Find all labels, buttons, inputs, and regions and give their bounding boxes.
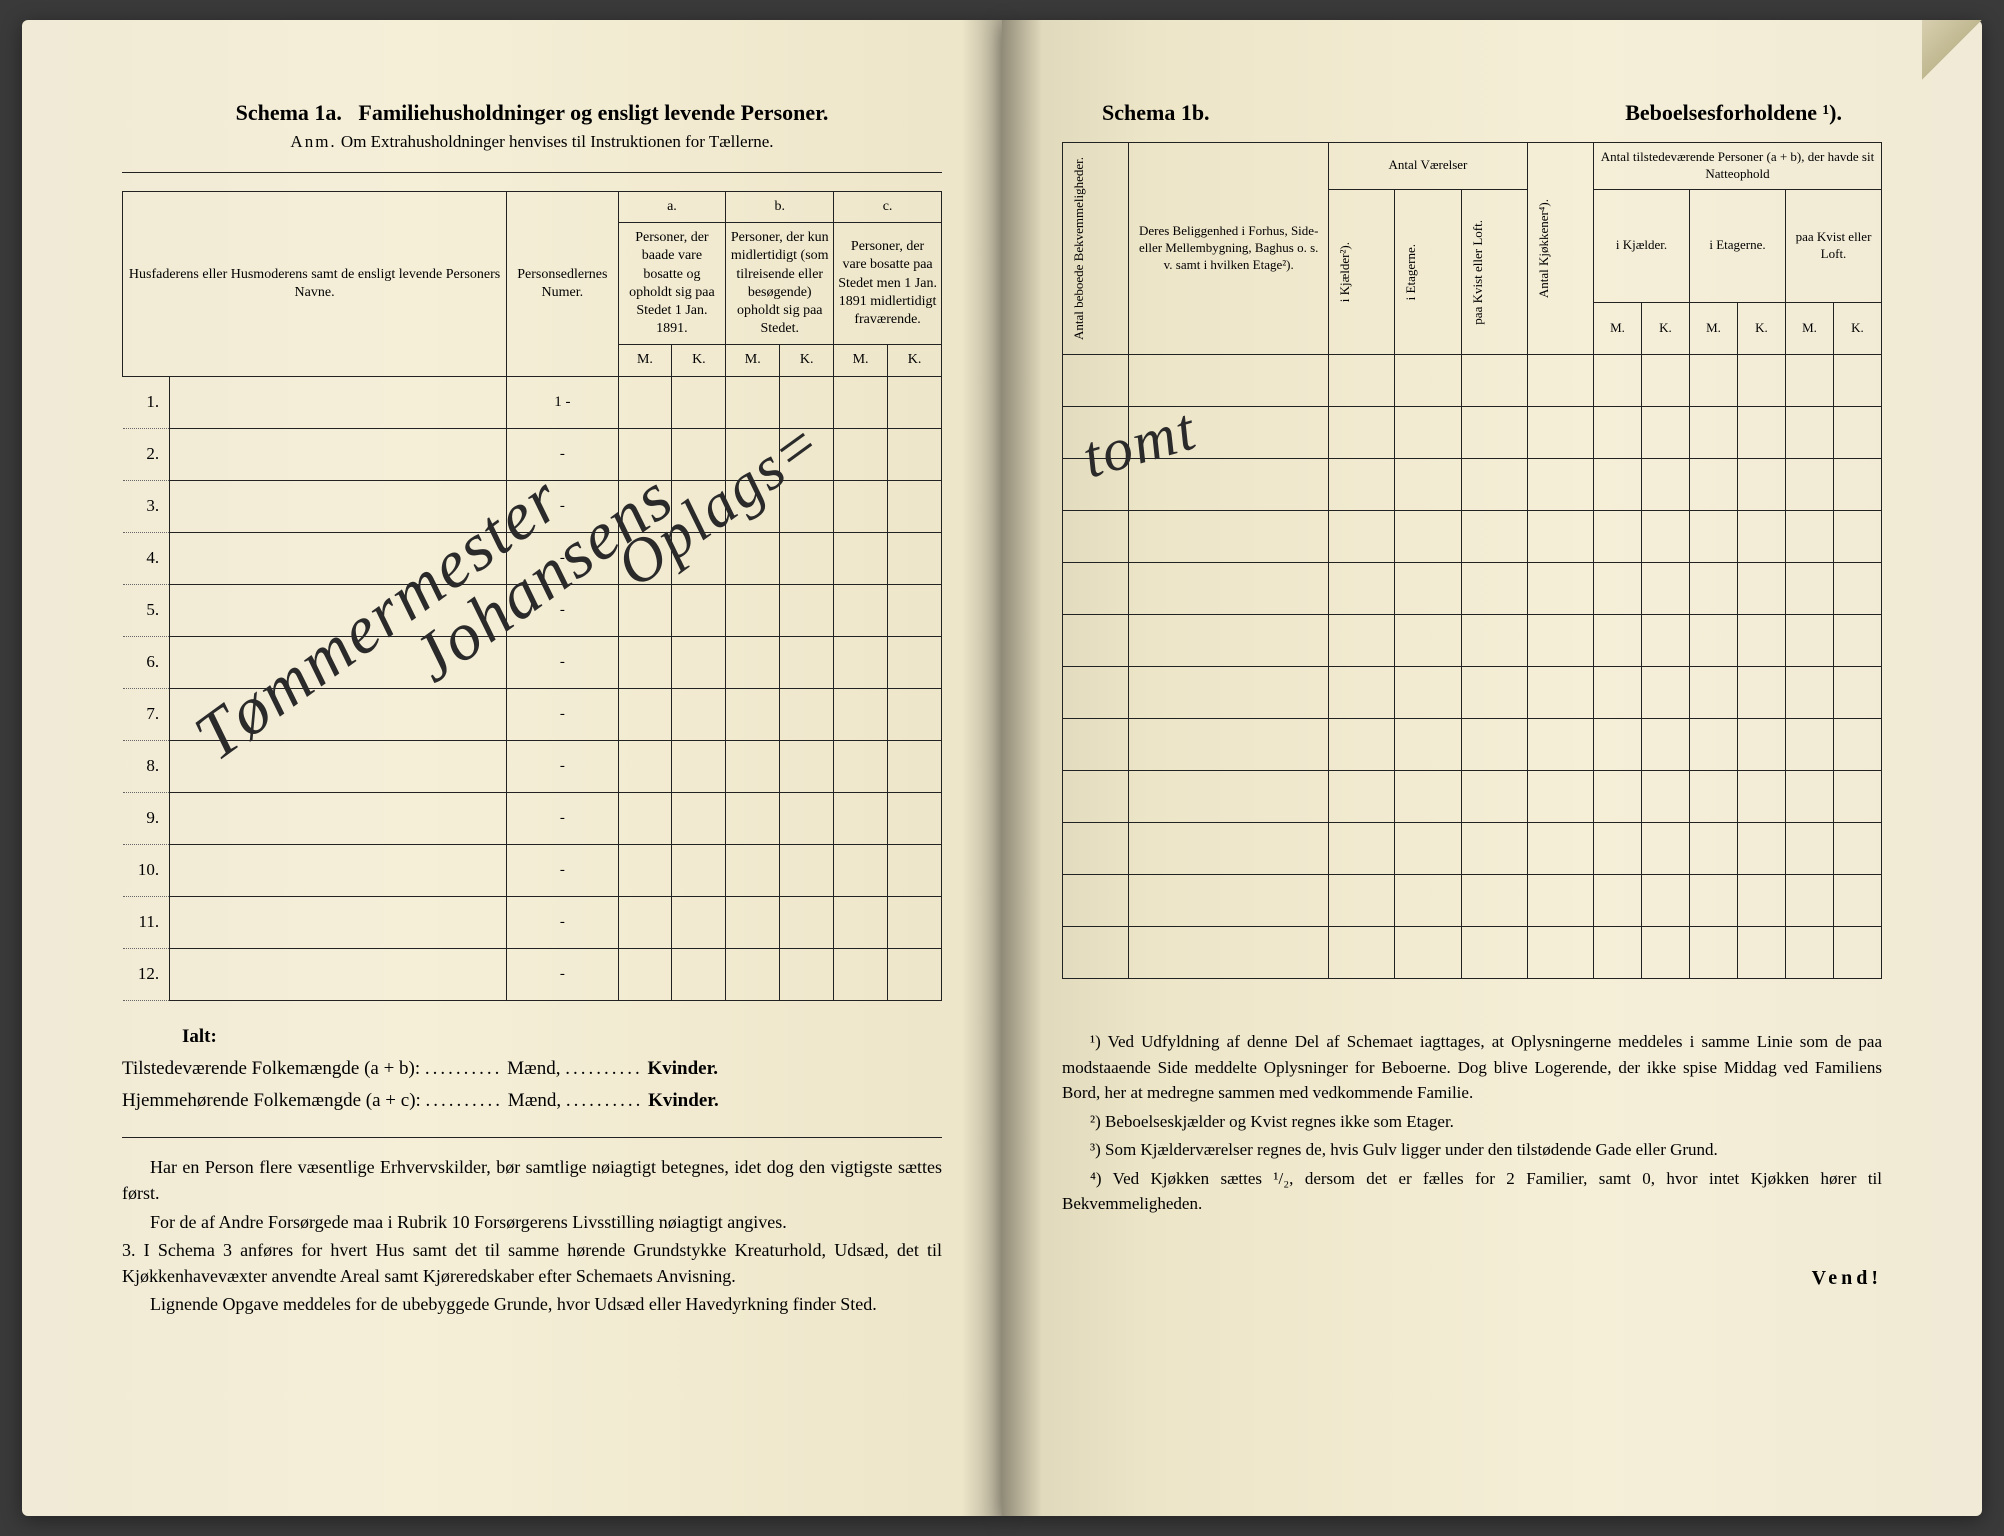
vend-label: Vend!	[1062, 1267, 1882, 1290]
instructions-block: Har en Person flere væsentlige Erhvervsk…	[122, 1154, 942, 1317]
header-bekvem: Antal beboede Bekvemmeligheder.	[1067, 149, 1092, 348]
footnote-4: ⁴) Ved Kjøkken sættes ¹/₂, dersom det er…	[1062, 1166, 1882, 1217]
header-group-a: a.	[618, 192, 726, 223]
schema-1a-subtitle: Anm. Om Extrahusholdninger henvises til …	[122, 132, 942, 152]
header-vaerelser: Antal Værelser	[1329, 143, 1528, 190]
table-row	[1063, 459, 1882, 511]
header-sedler: Personsedlernes Numer.	[507, 192, 618, 377]
table-row: 6.-	[123, 636, 942, 688]
header-group-b: b.	[726, 192, 834, 223]
table-row	[1063, 511, 1882, 563]
table-row	[1063, 615, 1882, 667]
table-row: 7.-	[123, 688, 942, 740]
table-row: 10.-	[123, 844, 942, 896]
instruction-p1: Har en Person flere væsentlige Erhvervsk…	[122, 1154, 942, 1206]
table-row	[1063, 563, 1882, 615]
header-names: Husfaderens eller Husmoderens samt de en…	[123, 192, 507, 377]
summary-line-1: Tilstedeværende Folkemængde (a + b): ...…	[122, 1053, 942, 1085]
table-row	[1063, 875, 1882, 927]
table-row: 8.-	[123, 740, 942, 792]
schema-1b-title: Schema 1b. Beboelsesforholdene ¹).	[1062, 100, 1882, 126]
header-a-text: Personer, der baade vare bosatte og opho…	[618, 223, 726, 345]
schema-1a-table: Husfaderens eller Husmoderens samt de en…	[122, 191, 942, 1001]
table-row: 3.-	[123, 480, 942, 532]
instruction-p3: 3. I Schema 3 anføres for hvert Hus samt…	[122, 1237, 942, 1289]
table-row: 12.-	[123, 948, 942, 1000]
footnote-1: ¹) Ved Udfyldning af denne Del af Schema…	[1062, 1029, 1882, 1106]
table-row	[1063, 355, 1882, 407]
page-corner-fold	[1922, 20, 1982, 80]
instruction-p4: Lignende Opgave meddeles for de ubebygge…	[122, 1291, 942, 1317]
footnote-2: ²) Beboelseskjælder og Kvist regnes ikke…	[1062, 1109, 1882, 1135]
census-book-spread: Schema 1a. Familiehusholdninger og ensli…	[22, 20, 1982, 1516]
header-kjokken: Antal Kjøkkener⁴).	[1532, 191, 1557, 306]
header-personer: Antal tilstedeværende Personer (a + b), …	[1594, 143, 1882, 190]
schema-1a-title: Schema 1a. Familiehusholdninger og ensli…	[122, 100, 942, 126]
table-row	[1063, 771, 1882, 823]
table-row: 2.-	[123, 428, 942, 480]
left-page: Schema 1a. Familiehusholdninger og ensli…	[22, 20, 1002, 1516]
footnote-3: ³) Som Kjælderværelser regnes de, hvis G…	[1062, 1137, 1882, 1163]
header-c-text: Personer, der vare bosatte paa Stedet me…	[834, 223, 942, 345]
table-row	[1063, 667, 1882, 719]
table-row	[1063, 823, 1882, 875]
table-row	[1063, 927, 1882, 979]
summary-block: Ialt: Tilstedeværende Folkemængde (a + b…	[122, 1021, 942, 1118]
header-b-text: Personer, der kun midlertidigt (som tilr…	[726, 223, 834, 345]
table-row	[1063, 407, 1882, 459]
footnotes-block: ¹) Ved Udfyldning af denne Del af Schema…	[1062, 1029, 1882, 1217]
table-row: 4.-	[123, 532, 942, 584]
header-group-c: c.	[834, 192, 942, 223]
instruction-p2: For de af Andre Forsørgede maa i Rubrik …	[122, 1209, 942, 1235]
table-row: 11.-	[123, 896, 942, 948]
schema-1b-table: Antal beboede Bekvemmeligheder. Deres Be…	[1062, 142, 1882, 979]
header-beliggenhed: Deres Beliggenhed i Forhus, Side- eller …	[1129, 143, 1329, 355]
table-row: 9.-	[123, 792, 942, 844]
right-page: Schema 1b. Beboelsesforholdene ¹). Antal…	[1002, 20, 1982, 1516]
summary-line-2: Hjemmehørende Folkemængde (a + c): .....…	[122, 1085, 942, 1117]
table-row: 1.1 -	[123, 376, 942, 428]
table-row	[1063, 719, 1882, 771]
table-row: 5.-	[123, 584, 942, 636]
